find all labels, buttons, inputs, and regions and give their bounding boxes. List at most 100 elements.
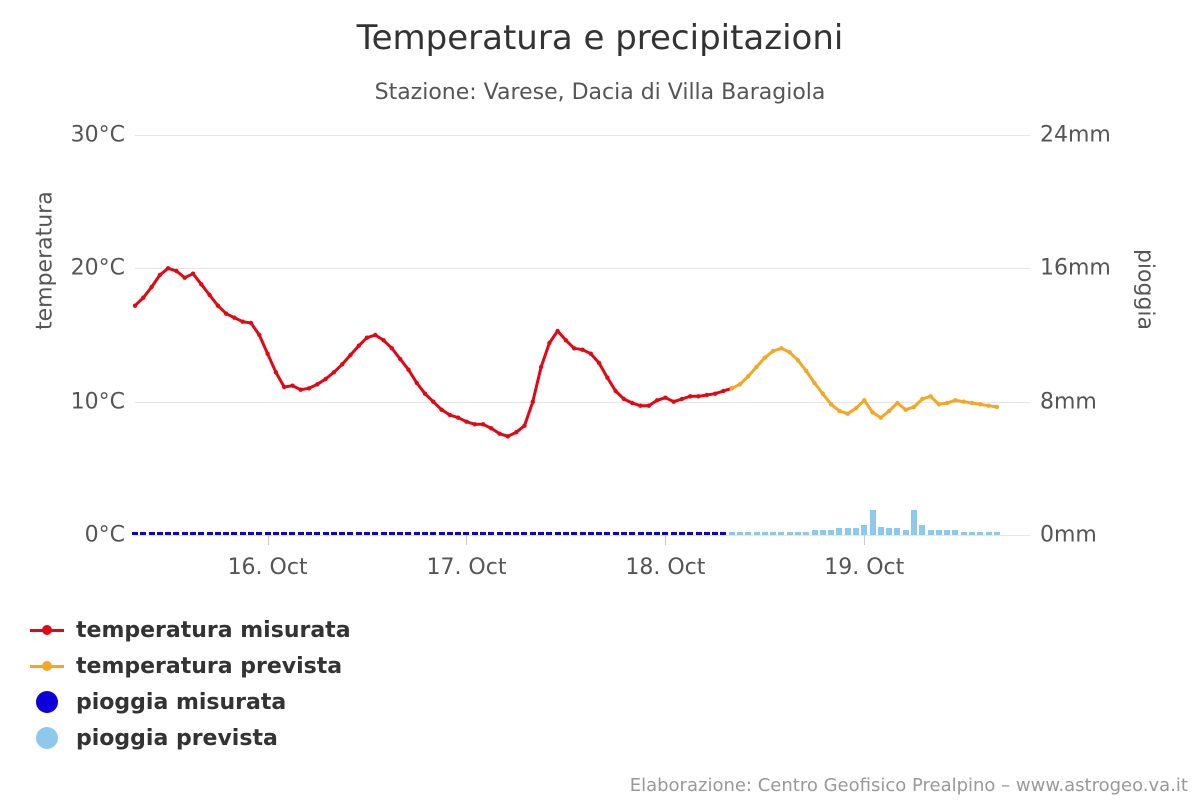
temp-measured-marker (497, 432, 501, 436)
temp-measured-marker (622, 397, 626, 401)
x-tick-label: 17. Oct (426, 555, 506, 580)
legend-item[interactable]: temperatura misurata (30, 612, 351, 648)
y-right-tick-label: 16mm (1040, 256, 1111, 281)
legend-item[interactable]: pioggia misurata (30, 684, 351, 720)
temp-measured-marker (522, 424, 526, 428)
temp-measured-marker (597, 361, 601, 365)
x-tick-mark (466, 535, 467, 545)
temp-measured-marker (514, 430, 518, 434)
x-tick-label: 18. Oct (625, 555, 705, 580)
legend-line-swatch (30, 665, 64, 668)
temp-measured-marker (531, 400, 535, 404)
temp-measured-marker (680, 397, 684, 401)
temp-measured-marker (348, 353, 352, 357)
temp-measured-marker (688, 394, 692, 398)
temp-measured-marker (398, 357, 402, 361)
temp-measured-marker (315, 382, 319, 386)
temp-measured-marker (489, 426, 493, 430)
temp-measured-marker (174, 269, 178, 273)
temp-measured-marker (133, 304, 137, 308)
temp-measured-marker (572, 346, 576, 350)
legend-label: pioggia prevista (76, 726, 278, 751)
temp-measured-marker (630, 401, 634, 405)
temp-measured-marker (539, 365, 543, 369)
temp-measured-marker (456, 416, 460, 420)
temp-measured-marker (290, 384, 294, 388)
y-left-tick-label: 10°C (71, 389, 125, 414)
temp-measured-marker (183, 276, 187, 280)
y-right-axis-title: pioggia (1133, 249, 1158, 330)
legend-line-swatch (30, 629, 64, 632)
temp-measured-marker (647, 404, 651, 408)
temp-forecast-marker (812, 381, 816, 385)
plot-area: 0°C0mm10°C8mm20°C16mm30°C24mm16. Oct17. … (135, 135, 1030, 545)
temp-measured-marker (199, 282, 203, 286)
temp-forecast-marker (887, 409, 891, 413)
temp-measured-marker (415, 381, 419, 385)
temp-measured-marker (655, 398, 659, 402)
temp-measured-marker (373, 333, 377, 337)
y-right-tick-label: 0mm (1040, 523, 1097, 548)
temp-measured-marker (431, 400, 435, 404)
temp-measured-marker (332, 370, 336, 374)
chart-container: Temperatura e precipitazioni Stazione: V… (0, 0, 1200, 800)
temp-forecast-marker (953, 398, 957, 402)
y-right-tick-label: 8mm (1040, 389, 1097, 414)
temp-forecast-marker (779, 346, 783, 350)
temp-forecast-marker (962, 400, 966, 404)
temp-forecast-marker (862, 398, 866, 402)
temp-measured-marker (249, 321, 253, 325)
y-left-axis-title: temperatura (33, 191, 58, 330)
temp-measured-marker (672, 400, 676, 404)
credits-text: Elaborazione: Centro Geofisico Prealpino… (630, 775, 1188, 796)
legend-line-marker (42, 661, 52, 671)
legend-item[interactable]: temperatura prevista (30, 648, 351, 684)
temp-measured-marker (638, 404, 642, 408)
temp-forecast-marker (986, 404, 990, 408)
temp-forecast-marker (846, 412, 850, 416)
temp-measured-marker (307, 386, 311, 390)
temp-measured-marker (149, 285, 153, 289)
temp-measured-marker (705, 393, 709, 397)
chart-subtitle: Stazione: Varese, Dacia di Villa Baragio… (0, 80, 1200, 105)
x-tick-mark (864, 535, 865, 545)
temp-measured-marker (721, 389, 725, 393)
legend-label: temperatura prevista (76, 654, 342, 679)
chart-title: Temperatura e precipitazioni (0, 18, 1200, 58)
temp-measured-marker (340, 362, 344, 366)
temp-measured-marker (613, 389, 617, 393)
temp-measured-marker (547, 341, 551, 345)
temp-forecast-marker (904, 408, 908, 412)
temp-forecast-line (732, 348, 997, 417)
temp-measured-marker (191, 272, 195, 276)
temp-measured-marker (564, 338, 568, 342)
legend-label: pioggia misurata (76, 690, 286, 715)
temp-measured-marker (481, 422, 485, 426)
temp-measured-line (135, 268, 732, 436)
temp-measured-marker (448, 413, 452, 417)
temp-measured-marker (274, 370, 278, 374)
legend-circle-swatch (36, 727, 58, 749)
temp-forecast-marker (754, 365, 758, 369)
temp-forecast-marker (995, 405, 999, 409)
temp-measured-marker (166, 266, 170, 270)
temp-measured-marker (257, 333, 261, 337)
temp-forecast-marker (937, 402, 941, 406)
temp-forecast-marker (796, 358, 800, 362)
y-left-tick-label: 0°C (85, 523, 125, 548)
legend: temperatura misurata temperatura prevista… (30, 612, 351, 756)
temp-measured-marker (357, 344, 361, 348)
temp-measured-marker (580, 348, 584, 352)
legend-item[interactable]: pioggia prevista (30, 720, 351, 756)
temp-measured-marker (589, 352, 593, 356)
temp-measured-marker (473, 422, 477, 426)
temp-measured-marker (232, 316, 236, 320)
y-left-tick-label: 30°C (71, 123, 125, 148)
temp-measured-marker (365, 336, 369, 340)
y-right-tick-label: 24mm (1040, 123, 1111, 148)
temp-forecast-marker (912, 405, 916, 409)
temp-measured-marker (464, 420, 468, 424)
temp-measured-marker (713, 392, 717, 396)
x-tick-mark (268, 535, 269, 545)
temp-forecast-marker (895, 401, 899, 405)
